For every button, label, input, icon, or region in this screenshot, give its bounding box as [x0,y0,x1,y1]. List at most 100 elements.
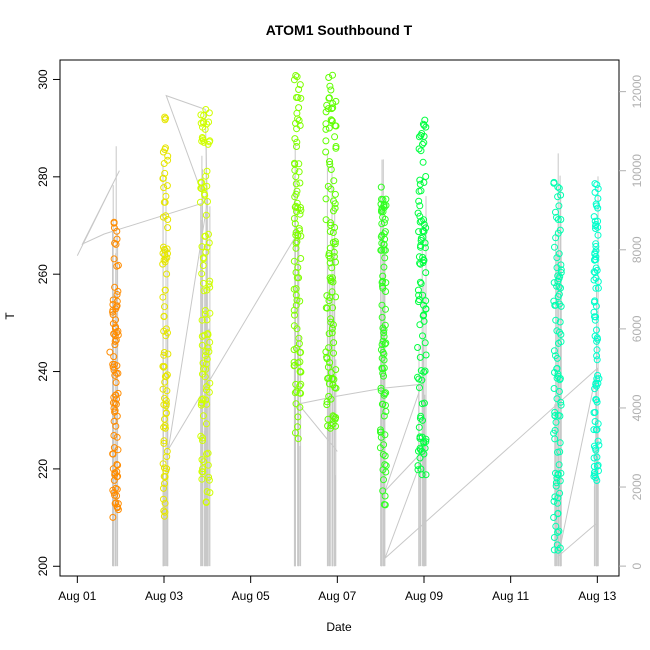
data-point [553,374,561,382]
data-point [590,472,598,480]
data-point [199,123,206,131]
data-point [297,232,305,240]
data-point [161,373,169,380]
data-point [199,262,207,269]
data-point [379,277,387,285]
data-point [291,311,298,319]
data-point [592,256,600,264]
data-point [198,243,206,251]
data-point [206,277,214,285]
data-point [295,104,303,112]
data-point [164,329,171,337]
data-point [160,495,167,503]
data-point [290,76,298,84]
data-point [114,461,122,469]
y2-tick-label: 10000 [630,154,644,188]
data-point [590,213,598,221]
data-point [199,395,207,403]
data-point [291,220,299,228]
data-point [290,215,298,222]
data-point [106,348,114,356]
data-point [422,173,430,180]
data-point [292,285,300,293]
data-point [555,461,563,469]
data-point [292,190,300,198]
data-point [593,346,601,354]
data-point [555,527,563,535]
data-point [381,461,389,469]
data-point [110,353,118,361]
data-point [555,250,563,258]
data-point [420,228,428,236]
data-point [110,432,118,439]
data-point [297,94,305,102]
data-point [296,358,304,366]
data-point [114,287,122,295]
data-point [113,433,121,441]
data-point [292,301,300,309]
data-point [114,261,122,269]
data-point [292,244,300,252]
data-point [331,190,339,198]
data-point [414,373,421,381]
data-point [550,279,558,287]
data-point [164,350,172,358]
data-point [415,296,423,304]
data-point [199,437,206,444]
data-point [416,454,424,462]
data-point [551,435,559,443]
data-point [322,216,330,224]
data-point [161,508,169,516]
data-point [110,219,118,227]
data-point [294,435,302,443]
data-point [416,202,424,210]
data-point [553,264,561,272]
data-point [160,184,168,192]
data-point [380,263,388,271]
data-point [550,179,558,187]
data-point [114,504,122,512]
data-point [592,446,600,454]
data-point [198,270,206,278]
data-point [326,82,334,90]
data-point [417,412,425,420]
data-point [161,480,168,487]
data-point [297,255,305,262]
data-point [293,296,301,304]
data-point [419,291,427,299]
data-point [593,356,601,364]
data-point [160,243,167,251]
points-layer [106,71,603,554]
data-point [592,225,599,232]
data-point [294,423,301,431]
data-point [110,444,118,452]
data-point [201,190,208,198]
data-point [553,282,561,290]
data-point [295,86,303,93]
data-point [200,365,207,373]
data-point [205,388,213,396]
data-point [421,244,429,252]
y-tick-label: 280 [36,166,50,186]
data-point [592,474,600,482]
data-point [292,380,300,388]
data-point [292,400,300,408]
data-point [420,257,428,265]
data-point [160,363,168,371]
data-point [590,276,598,284]
data-point [295,160,303,168]
data-point [294,264,302,271]
data-point [332,293,340,301]
data-point [421,339,429,347]
data-point [326,158,333,166]
data-point [419,158,427,166]
data-point [329,278,337,286]
data-point [415,423,423,431]
data-point [164,224,172,232]
data-point [291,135,299,143]
data-point [292,202,300,210]
secondary-y-axis: 0 2000 4000 6000 8000 10000 12000 [619,75,644,569]
data-point [590,426,598,434]
data-point [199,370,206,378]
data-point [327,86,335,94]
